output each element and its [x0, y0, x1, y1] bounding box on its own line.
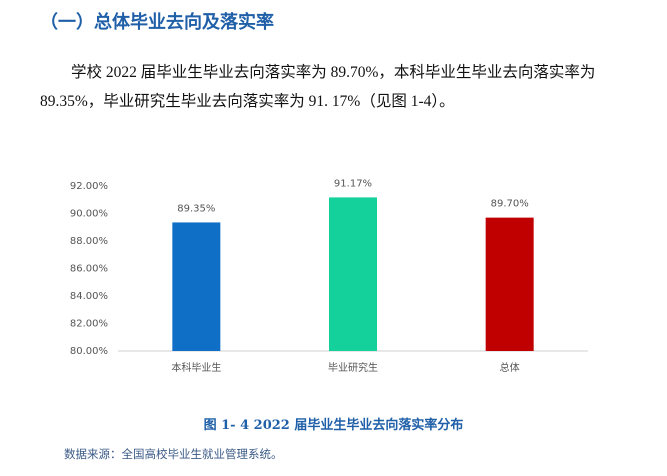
heading: （一）总体毕业去向及落实率	[40, 12, 274, 33]
y-tick-label: 92.00%	[70, 181, 108, 192]
y-tick-label: 82.00%	[70, 319, 108, 330]
x-tick-label: 毕业研究生	[328, 361, 378, 374]
x-tick-label: 本科毕业生	[171, 361, 221, 374]
value-label: 91.17%	[334, 178, 372, 189]
y-tick-label: 80.00%	[70, 346, 108, 357]
value-label: 89.35%	[177, 203, 215, 214]
bar	[485, 217, 534, 351]
caption: 图 1- 4 2022 届毕业生毕业去向落实率分布	[203, 418, 464, 433]
bar	[329, 197, 377, 351]
y-tick-label: 84.00%	[70, 291, 108, 302]
paragraph: 学校 2022 届毕业生毕业去向落实率为 89.70%，本科毕业生毕业去向落实率…	[40, 64, 596, 110]
y-tick-label: 88.00%	[70, 236, 108, 247]
value-label: 89.70%	[491, 199, 529, 210]
source: 数据来源：全国高校毕业生就业管理系统。	[64, 447, 283, 461]
bar	[172, 222, 221, 351]
y-tick-label: 86.00%	[70, 264, 108, 275]
y-tick-label: 90.00%	[70, 209, 108, 220]
x-tick-label: 总体	[500, 361, 520, 374]
chart: 80.00% 82.00% 84.00% 86.00% 88.00% 90.00% 92.0…	[70, 178, 588, 374]
